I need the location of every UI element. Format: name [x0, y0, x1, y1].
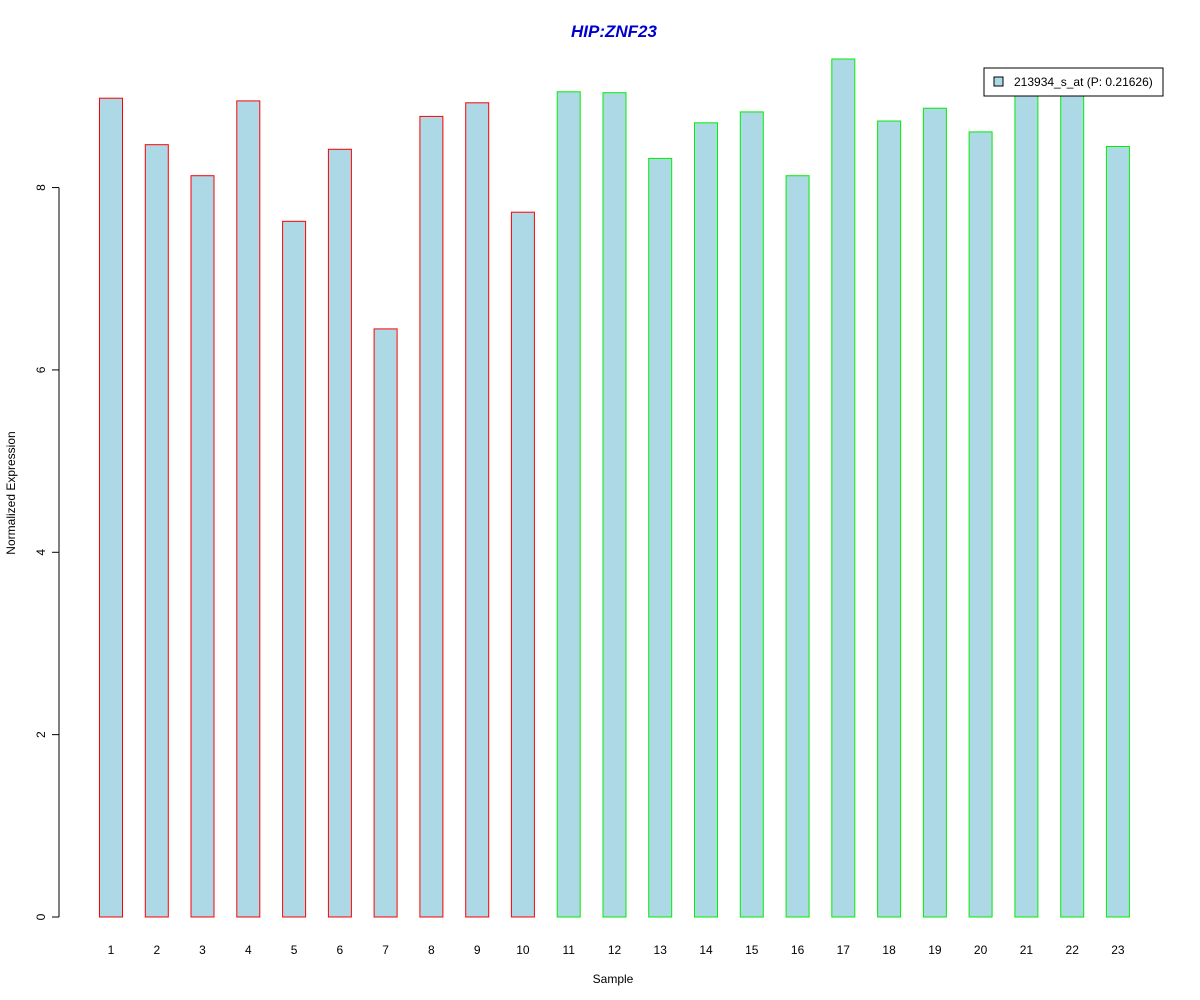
bar-sample-14 — [694, 122, 718, 918]
bar-sample-13 — [648, 157, 673, 918]
x-tick-label: 14 — [699, 943, 713, 957]
bar-sample-2 — [144, 144, 169, 918]
bar-sample-15 — [739, 111, 764, 918]
bars-group — [99, 58, 1130, 918]
x-tick-label: 9 — [474, 943, 481, 957]
x-tick-label: 10 — [516, 943, 530, 957]
x-tick-label: 4 — [245, 943, 252, 957]
x-tick-label: 18 — [882, 943, 896, 957]
x-tick-label: 17 — [837, 943, 851, 957]
x-tick-label: 6 — [337, 943, 344, 957]
y-tick-label: 2 — [34, 731, 48, 738]
y-tick-label: 8 — [34, 184, 48, 191]
bar-sample-10 — [510, 211, 535, 918]
x-tick-label: 2 — [153, 943, 160, 957]
bar-sample-21 — [1014, 93, 1039, 918]
y-axis-label: Normalized Expression — [4, 431, 18, 554]
bar-sample-19 — [922, 107, 947, 918]
bar-sample-20 — [968, 131, 993, 918]
x-tick-label: 21 — [1020, 943, 1034, 957]
bar-sample-16 — [785, 175, 810, 918]
bar-sample-3 — [190, 175, 215, 918]
x-tick-label: 23 — [1111, 943, 1125, 957]
bar-sample-11 — [556, 91, 581, 918]
bar-sample-4 — [236, 100, 261, 918]
bar-sample-18 — [877, 120, 902, 918]
y-tick-label: 6 — [34, 366, 48, 373]
x-tick-label: 22 — [1066, 943, 1080, 957]
x-tick-label: 13 — [654, 943, 668, 957]
x-tick-label: 11 — [562, 943, 575, 957]
x-axis-label: Sample — [593, 972, 634, 986]
y-tick-label: 4 — [34, 549, 48, 556]
bar-sample-22 — [1060, 91, 1085, 918]
y-axis: 0 2 4 6 8 — [34, 184, 60, 920]
x-tick-label: 15 — [745, 943, 759, 957]
bar-sample-9 — [465, 102, 490, 918]
bar-sample-7 — [373, 328, 398, 918]
x-tick-label: 7 — [382, 943, 389, 957]
x-tick-label: 3 — [199, 943, 206, 957]
x-tick-label: 8 — [428, 943, 435, 957]
x-tick-label: 5 — [291, 943, 298, 957]
x-tick-label: 12 — [608, 943, 622, 957]
bar-sample-5 — [282, 220, 307, 918]
legend-box — [983, 67, 1164, 97]
x-tick-label: 19 — [928, 943, 942, 957]
chart-title: HIP:ZNF23 — [571, 22, 658, 41]
legend-label: 213934_s_at (P: 0.21626) — [1014, 75, 1153, 89]
bar-sample-6 — [327, 148, 352, 918]
legend: 213934_s_at (P: 0.21626) — [983, 67, 1164, 97]
bar-sample-12 — [602, 92, 627, 918]
bar-sample-23 — [1105, 146, 1130, 918]
x-tick-label: 20 — [974, 943, 988, 957]
x-tick-label: 1 — [108, 943, 115, 957]
bar-sample-1 — [99, 97, 123, 918]
bar-sample-8 — [419, 115, 444, 918]
y-tick-label: 0 — [34, 913, 48, 920]
x-tick-labels: 1 2 3 4 5 6 7 8 9 10 11 12 13 14 15 16 17 18 19 20 21 22 23 — [108, 943, 1125, 957]
legend-swatch — [993, 76, 1004, 87]
x-tick-label: 16 — [791, 943, 805, 957]
bar-sample-17 — [831, 58, 856, 918]
